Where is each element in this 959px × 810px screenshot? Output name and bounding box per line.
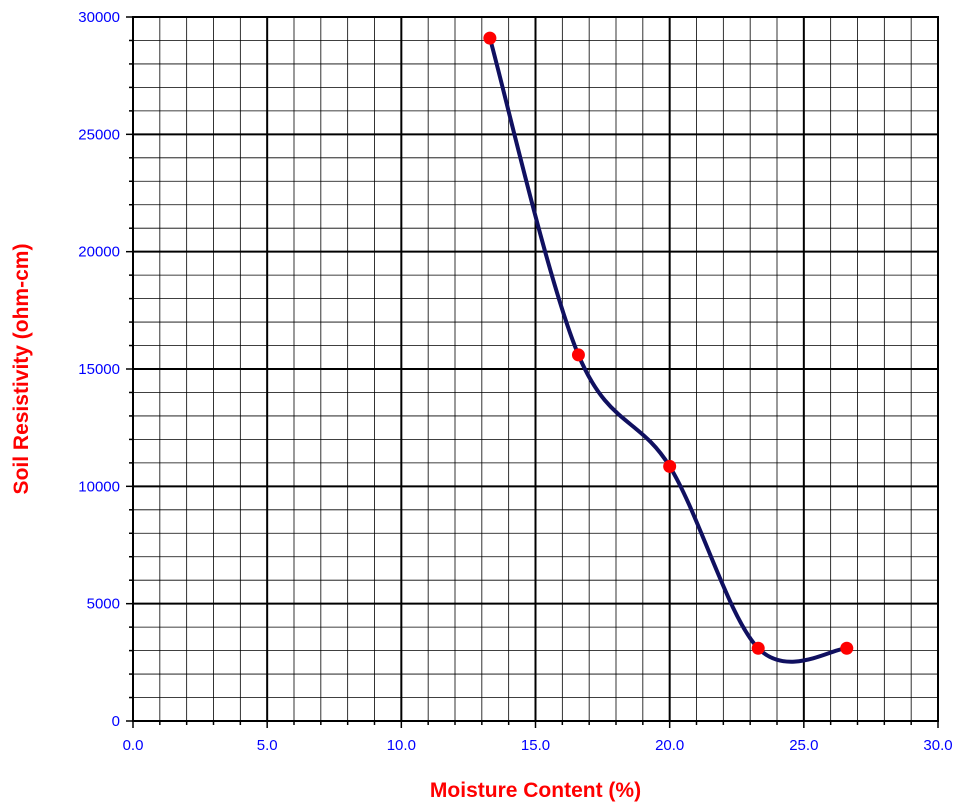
x-tick-label: 5.0 <box>257 737 278 754</box>
x-axis-title: Moisture Content (%) <box>430 779 641 802</box>
y-tick-label: 20000 <box>78 244 120 261</box>
y-axis-title: Soil Resistivity (ohm-cm) <box>10 244 33 495</box>
x-axis-tick-labels: 0.0 5.0 10.0 15.0 20.0 25.0 30.0 <box>123 737 953 754</box>
x-tick-label: 0.0 <box>123 737 144 754</box>
x-tick-label: 15.0 <box>521 737 550 754</box>
data-point <box>751 641 765 655</box>
y-tick-label: 10000 <box>78 478 120 495</box>
x-tick-label: 30.0 <box>923 737 952 754</box>
x-tick-label: 20.0 <box>655 737 684 754</box>
series-line <box>487 36 849 664</box>
y-axis-tick-labels: 0 5000 10000 15000 20000 25000 30000 <box>78 9 120 730</box>
y-tick-label: 5000 <box>87 596 120 613</box>
data-point <box>840 641 854 655</box>
y-tick-label: 15000 <box>78 361 120 378</box>
x-tick-label: 10.0 <box>387 737 416 754</box>
axis-tick-marks <box>126 16 939 728</box>
data-point <box>663 459 677 473</box>
data-point <box>483 31 497 45</box>
data-point <box>571 348 585 362</box>
series-points <box>483 31 854 655</box>
x-tick-label: 25.0 <box>789 737 818 754</box>
major-gridlines <box>132 16 939 722</box>
y-tick-label: 25000 <box>78 126 120 143</box>
y-tick-label: 30000 <box>78 9 120 26</box>
y-tick-label: 0 <box>112 713 120 730</box>
